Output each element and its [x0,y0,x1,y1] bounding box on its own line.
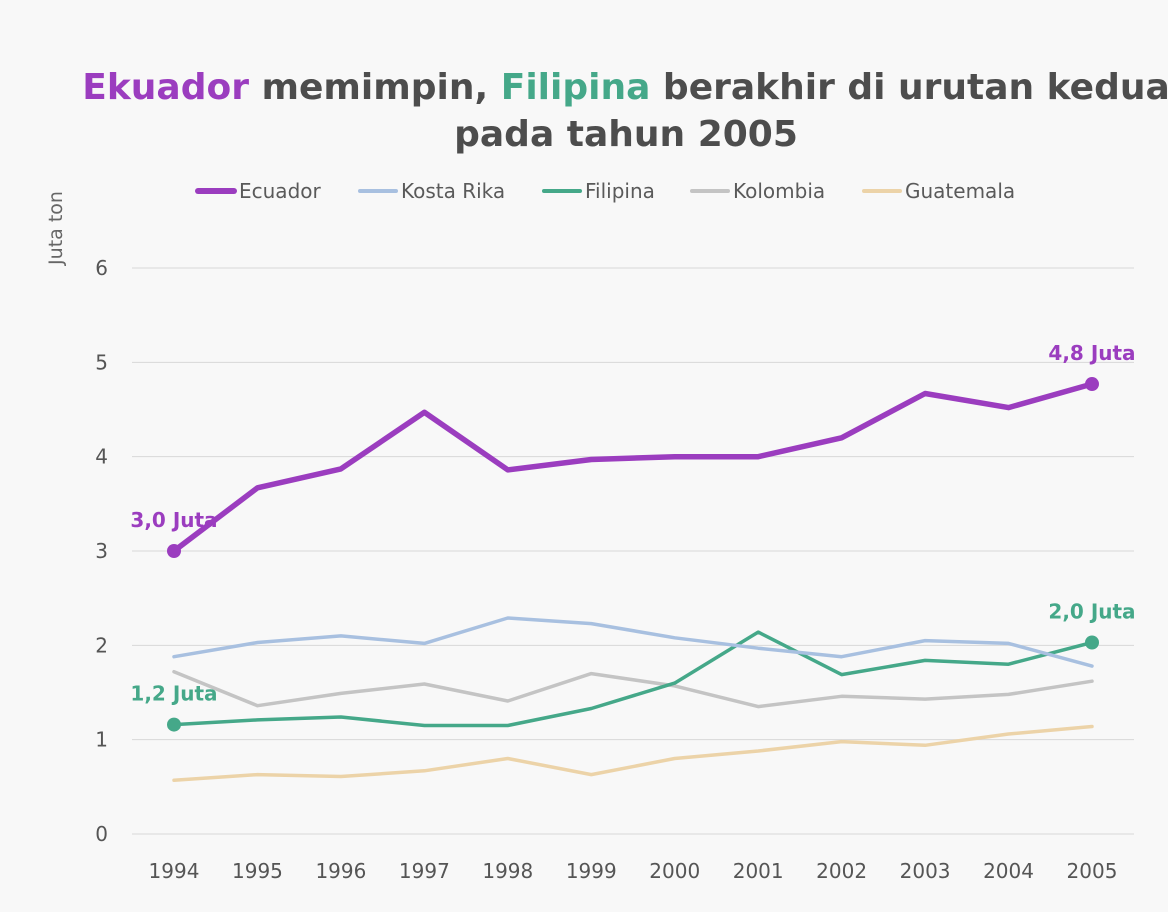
x-tick-label: 1994 [149,859,200,883]
legend-label-ecuador: Ecuador [239,179,321,203]
highlight-point-filipina-1994 [167,717,181,732]
x-tick-label: 2003 [900,859,951,883]
y-tick-label: 2 [95,633,108,657]
title-segment: berakhir di urutan kedua [650,67,1168,108]
highlight-point-ecuador-1994 [167,544,181,558]
legend-label-kosta-rika: Kosta Rika [401,179,505,203]
series-line-filipina [172,630,1094,728]
legend: Ecuador Kosta Rika Filipina Kolombia Guatema… [195,179,1015,203]
data-label-ecuador-1994: 3,0 Juta [130,508,217,532]
highlight-point-ecuador-2005 [1085,377,1099,392]
legend-label-filipina: Filipina [585,179,655,203]
y-tick-label: 4 [95,445,108,469]
legend-label-guatemala: Guatemala [905,179,1015,203]
highlight-point-filipina-2005 [1085,635,1099,650]
series-lines [171,381,1095,782]
chart-title-line-1: Ekuador memimpin, Filipina berakhir di u… [82,67,1168,108]
y-tick-label: 0 [95,822,108,846]
y-tick-label: 5 [95,350,108,374]
y-tick-label: 6 [95,256,108,280]
title-segment: memimpin, [249,67,501,108]
title-highlight-ekuador: Ekuador [82,67,249,108]
y-tick-label: 1 [95,728,108,752]
x-tick-label: 2000 [649,859,700,883]
series-line-kolombia [172,669,1094,709]
x-tick-label: 1999 [566,859,617,883]
x-tick-label: 2002 [816,859,867,883]
series-line-ecuador [171,381,1095,554]
chart-title-line-2: pada tahun 2005 [454,114,798,155]
y-tick-label: 3 [95,539,108,563]
x-tick-label: 1997 [399,859,450,883]
data-label-ecuador-2005: 4,8 Juta [1048,341,1135,365]
series-line-kosta-rika [172,616,1094,668]
y-axis-ticks: 0 1 2 3 4 5 6 [95,256,108,846]
y-axis-label: Juta ton [45,191,67,266]
title-highlight-filipina: Filipina [501,67,651,108]
x-tick-label: 1996 [315,859,366,883]
x-axis-ticks: 1994 1995 1996 1997 1998 1999 2000 2001 2002 2003… [149,859,1118,883]
x-tick-label: 1995 [232,859,283,883]
annotations: 3,0 Juta 4,8 Juta 1,2 Juta 2,0 Juta [130,341,1136,732]
gridlines [132,267,1134,835]
data-label-filipina-2005: 2,0 Juta [1048,600,1135,624]
series-line-guatemala [172,724,1094,782]
x-tick-label: 2001 [733,859,784,883]
data-label-filipina-1994: 1,2 Juta [130,682,217,706]
legend-label-kolombia: Kolombia [733,179,825,203]
x-tick-label: 1998 [482,859,533,883]
x-tick-label: 2004 [983,859,1034,883]
x-tick-label: 2005 [1067,859,1118,883]
